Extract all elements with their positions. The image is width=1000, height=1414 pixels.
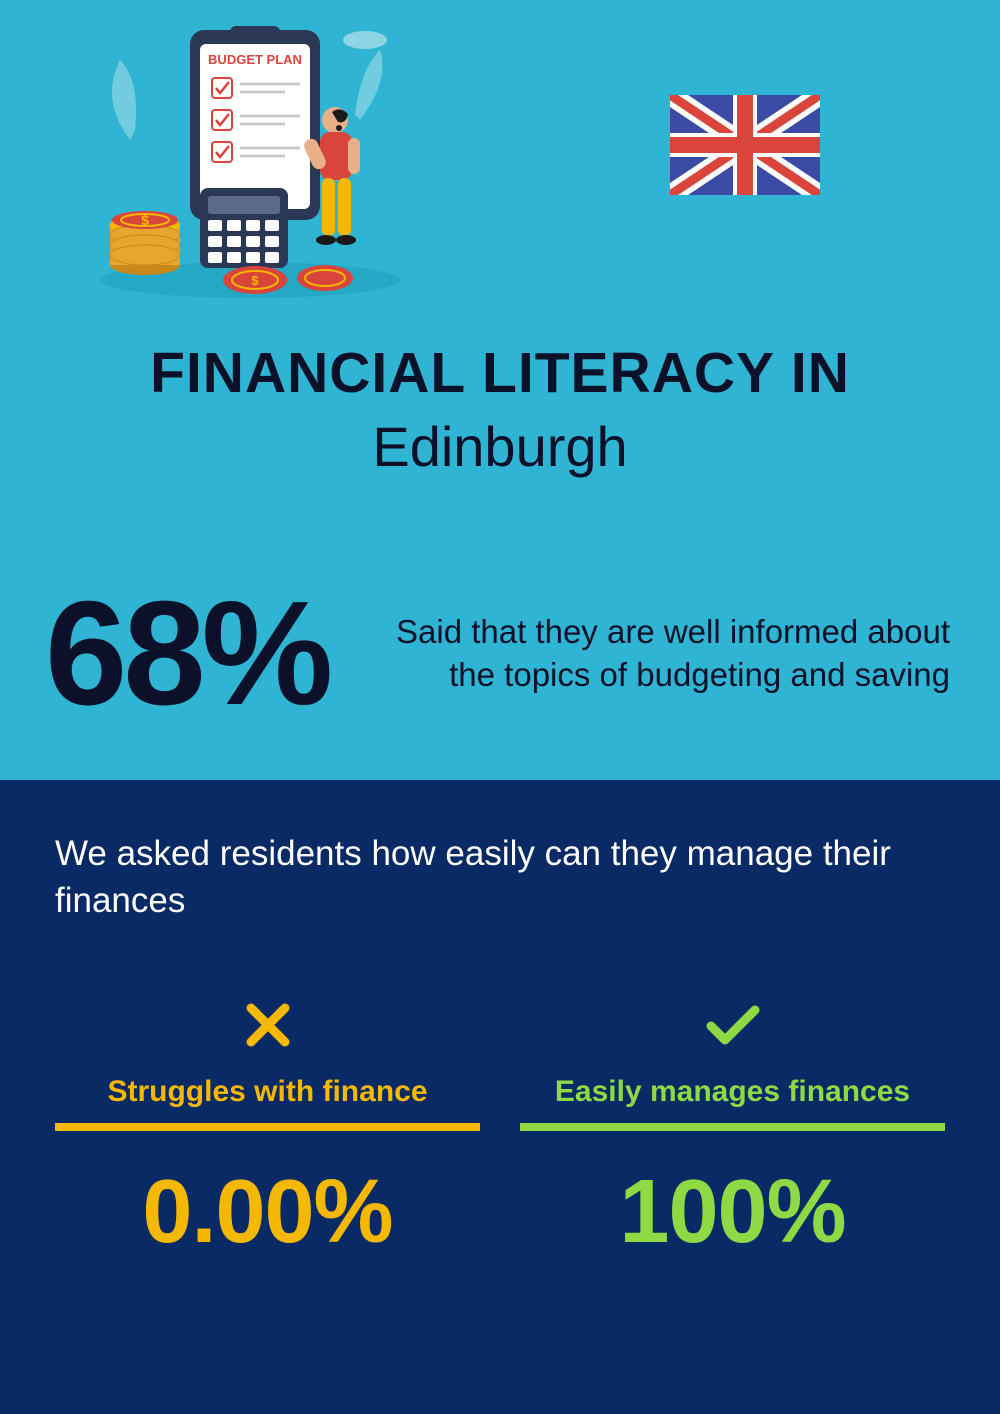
struggles-value: 0.00% [55,1161,480,1264]
title-block: FINANCIAL LITERACY IN Edinburgh [0,340,1000,479]
manages-label: Easily manages finances [520,1075,945,1109]
check-icon [520,995,945,1055]
manages-column: Easily manages finances 100% [520,995,945,1264]
headline-percent: 68% [45,580,329,728]
headline-stat: 68% Said that they are well informed abo… [45,580,950,728]
top-section: BUDGET PLAN [0,0,1000,780]
manages-divider [520,1123,945,1131]
cross-icon [55,995,480,1055]
title-city: Edinburgh [0,414,1000,479]
svg-text:$: $ [141,212,149,228]
struggles-column: Struggles with finance 0.00% [55,995,480,1264]
struggles-label: Struggles with finance [55,1075,480,1109]
title-main: FINANCIAL LITERACY IN [0,340,1000,406]
budget-plan-text: BUDGET PLAN [208,52,302,67]
survey-question: We asked residents how easily can they m… [55,830,945,925]
struggles-divider [55,1123,480,1131]
uk-flag-icon [670,95,820,195]
comparison-row: Struggles with finance 0.00% Easily mana… [55,995,945,1264]
manages-value: 100% [520,1161,945,1264]
svg-text:$: $ [251,273,259,288]
budget-illustration: BUDGET PLAN [90,20,410,300]
headline-description: Said that they are well informed about t… [359,611,950,697]
bottom-section: We asked residents how easily can they m… [0,780,1000,1414]
